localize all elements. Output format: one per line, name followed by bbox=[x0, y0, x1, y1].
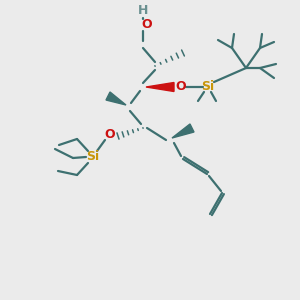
Polygon shape bbox=[106, 92, 126, 105]
Polygon shape bbox=[146, 82, 174, 91]
Text: Si: Si bbox=[201, 80, 214, 94]
Text: O: O bbox=[176, 80, 186, 94]
Text: H: H bbox=[138, 4, 148, 17]
Polygon shape bbox=[172, 124, 194, 138]
Text: O: O bbox=[105, 128, 115, 142]
Text: O: O bbox=[142, 19, 152, 32]
Text: Si: Si bbox=[86, 151, 100, 164]
